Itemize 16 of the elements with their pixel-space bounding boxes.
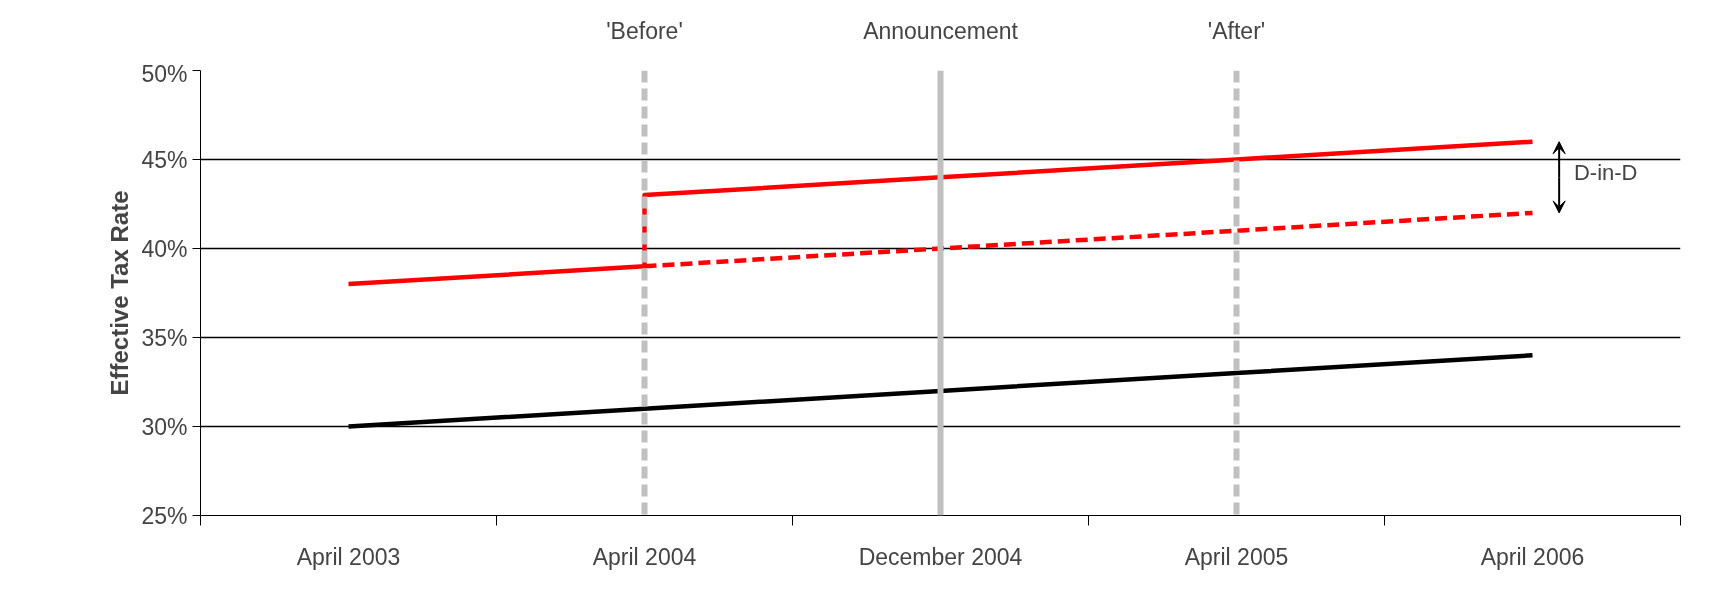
ref-line-label: 'Before' [606, 17, 683, 44]
annotation: D-in-D [1573, 159, 1638, 185]
y-tick-label: 30% [141, 413, 188, 440]
y-axis-title: Effective Tax Rate [106, 190, 134, 396]
x-tick-label: April 2003 [296, 543, 401, 570]
x-tick-label: April 2005 [1184, 543, 1289, 570]
y-tick-label: 25% [141, 502, 188, 529]
y-tick-label: 50% [141, 60, 188, 87]
y-tick-label: 35% [141, 324, 188, 351]
x-tick-label: April 2004 [592, 543, 697, 570]
y-tick-label: 40% [141, 235, 188, 262]
ref-line-label: Announcement [863, 17, 1019, 44]
x-tick-label: April 2006 [1480, 543, 1585, 570]
x-tick-label: December 2004 [858, 543, 1023, 570]
y-tick-label: 45% [141, 146, 188, 173]
ref-line-label: 'After' [1207, 17, 1266, 44]
